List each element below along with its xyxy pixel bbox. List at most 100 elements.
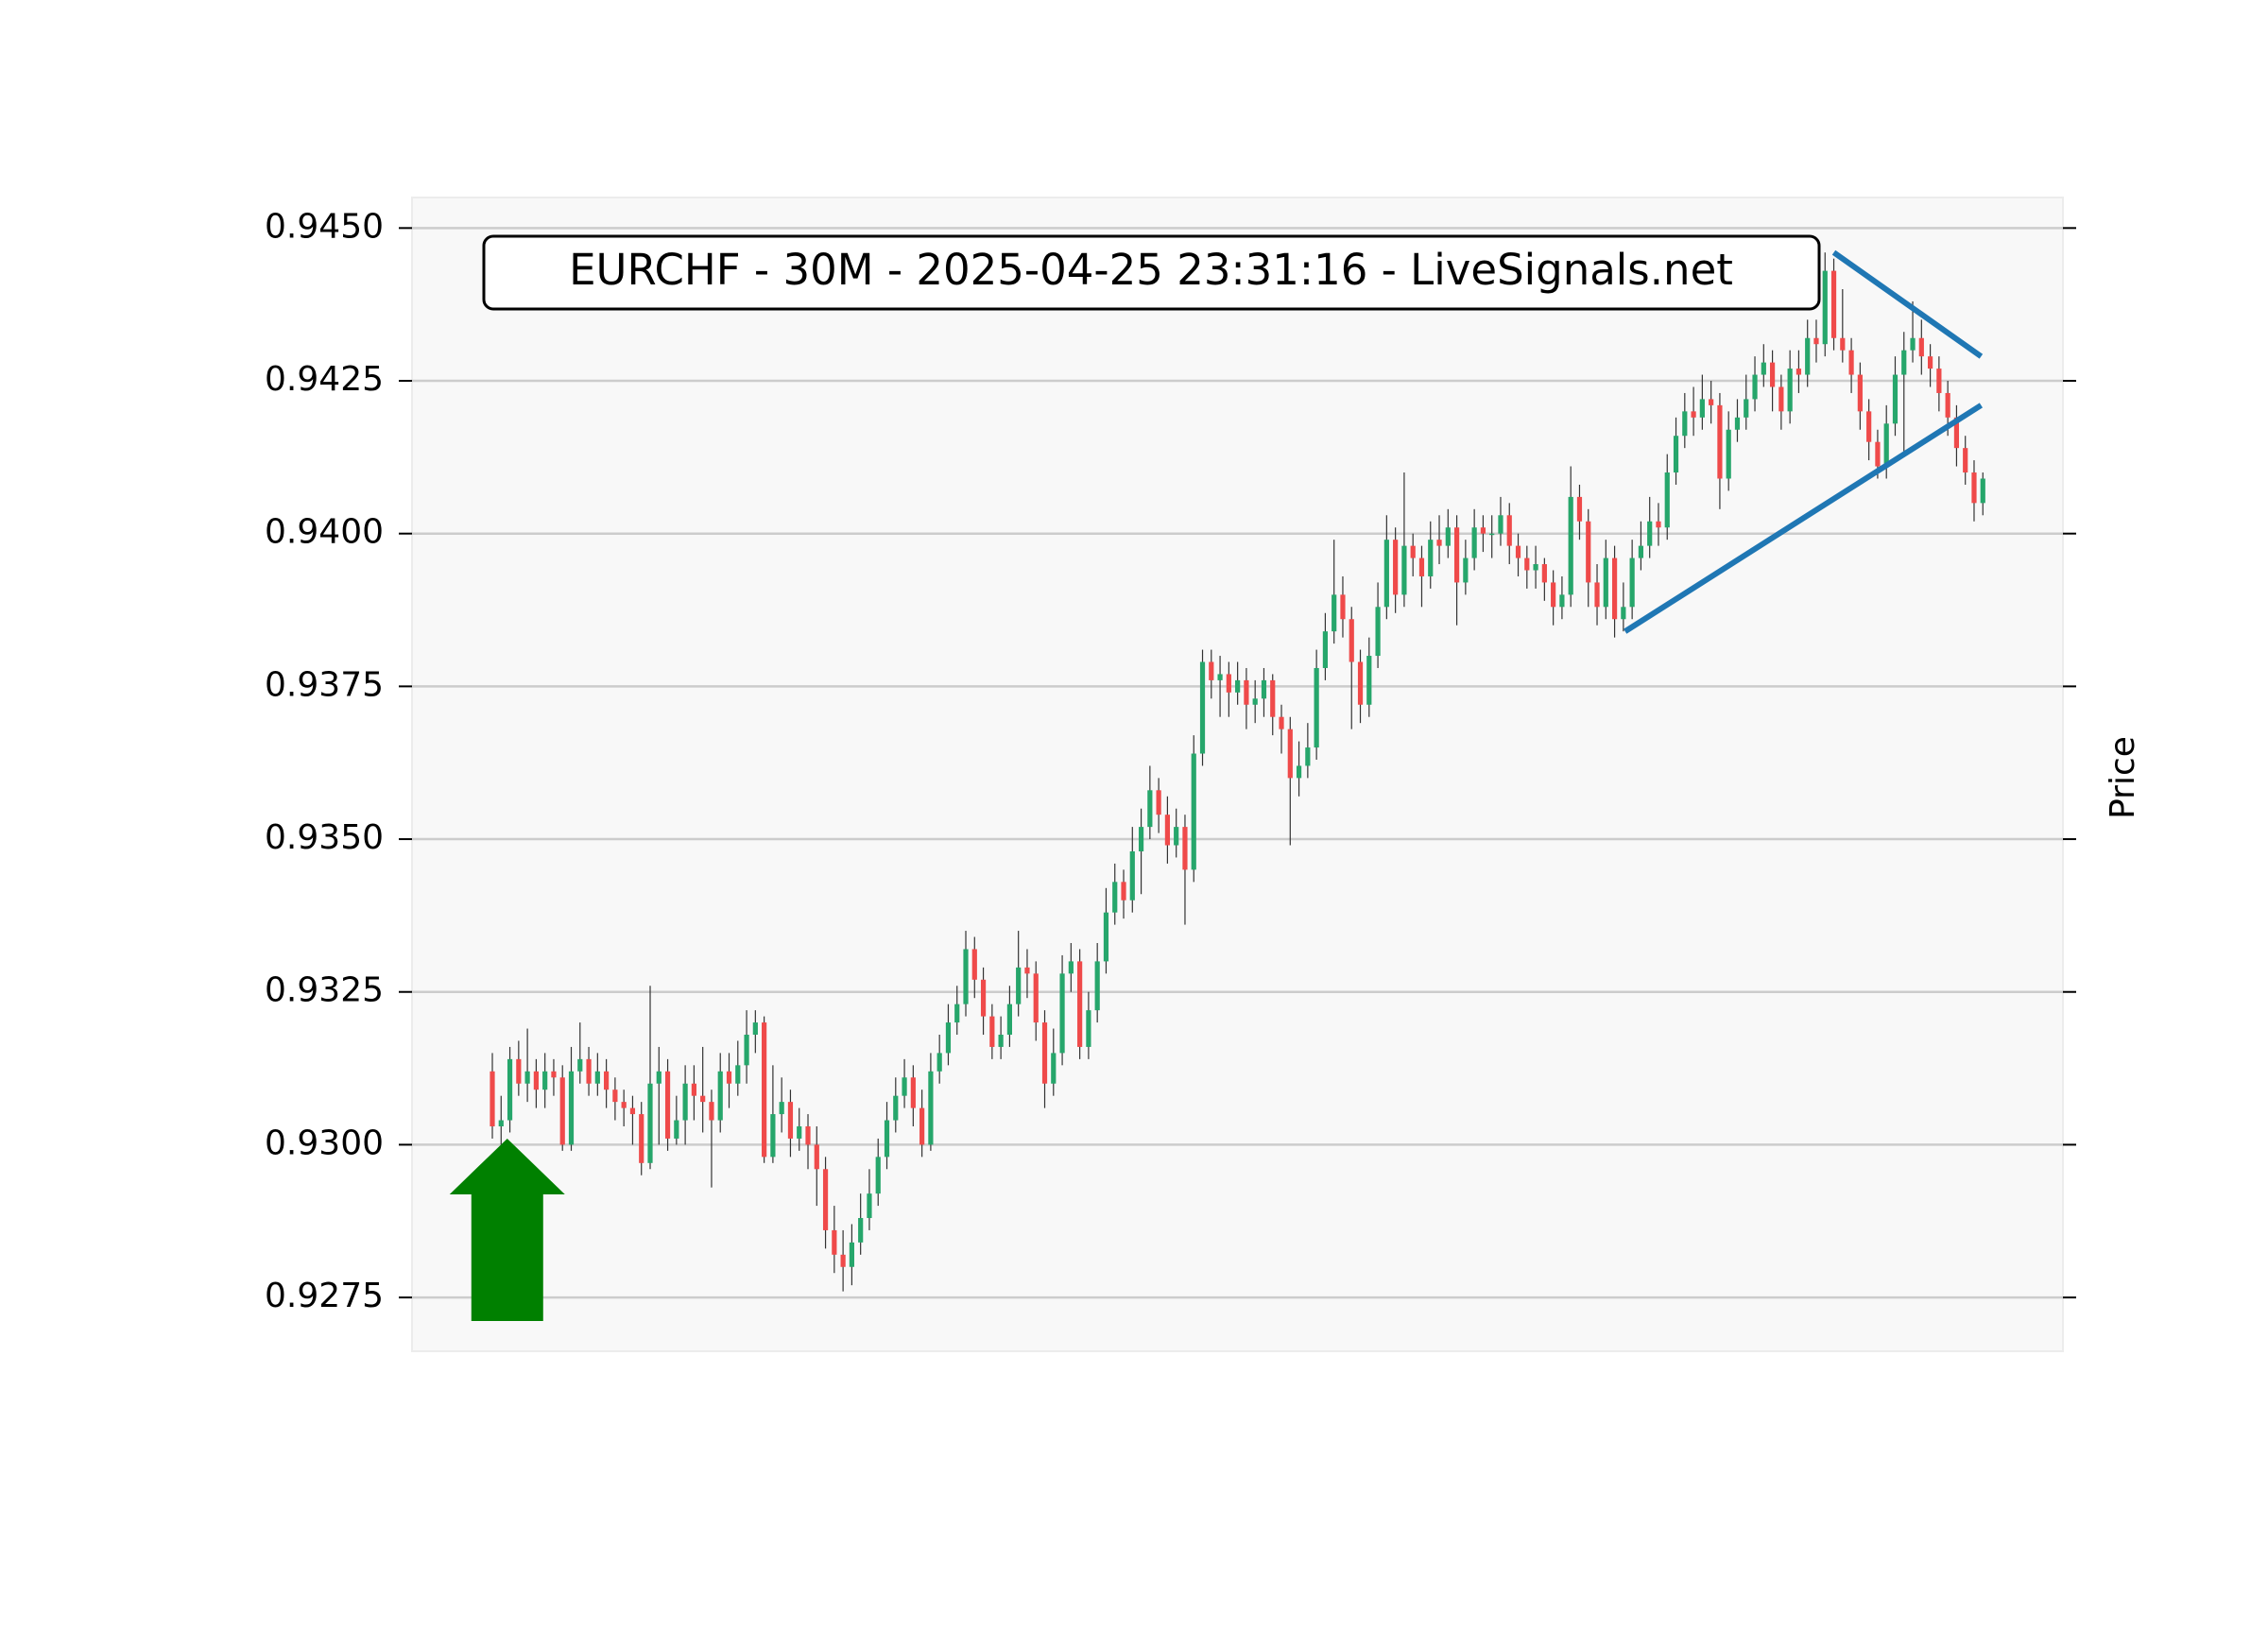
candle-body xyxy=(1830,270,1837,338)
y-tick-label: 0.9300 xyxy=(265,1124,384,1162)
candle-body xyxy=(1761,362,1766,375)
y-tick-label: 0.9275 xyxy=(265,1277,384,1315)
candle-body xyxy=(559,1077,565,1145)
candle-body xyxy=(1279,716,1284,729)
candle-body xyxy=(717,1071,723,1121)
candle-body xyxy=(1638,545,1644,558)
candle-body xyxy=(1147,790,1153,828)
candle-body xyxy=(1077,961,1083,1047)
candle-body xyxy=(1182,827,1188,870)
candle-body xyxy=(1121,882,1126,901)
candle-body xyxy=(656,1071,662,1084)
candle-body xyxy=(735,1065,741,1084)
candle-body xyxy=(516,1058,522,1084)
title-box xyxy=(482,234,1821,311)
candle-body xyxy=(586,1058,592,1084)
candle-body xyxy=(524,1071,530,1084)
candle-body xyxy=(1051,1053,1057,1084)
candle-body xyxy=(1199,661,1206,754)
candle-body xyxy=(682,1083,688,1121)
candle-body xyxy=(1129,850,1135,901)
candle-body xyxy=(1787,369,1793,412)
candle-body xyxy=(1270,679,1276,717)
candle-body xyxy=(928,1071,934,1145)
candle-body xyxy=(840,1254,846,1267)
candle-body xyxy=(1769,362,1776,387)
candle-body xyxy=(1551,582,1556,608)
candle-body xyxy=(980,979,987,1017)
y-tick-label: 0.9425 xyxy=(265,360,384,399)
candle-body xyxy=(1498,515,1503,534)
candle-body xyxy=(1418,558,1425,576)
candle-body xyxy=(1164,815,1171,846)
candle-body xyxy=(1971,472,1977,504)
candle-body xyxy=(700,1095,706,1103)
candle-body xyxy=(814,1144,819,1170)
candle-body xyxy=(1813,337,1819,345)
candle-body xyxy=(1252,698,1258,705)
candle-body xyxy=(1383,540,1389,608)
y-tick-label: 0.9400 xyxy=(265,513,384,552)
candle-body xyxy=(1340,594,1346,620)
candle-body xyxy=(1453,527,1460,583)
candle-body xyxy=(1174,827,1179,846)
candle-body xyxy=(1209,661,1214,680)
candles xyxy=(490,252,1985,1292)
candle-body xyxy=(893,1095,899,1121)
candle-body xyxy=(1611,558,1618,620)
y-tick-label: 0.9450 xyxy=(265,207,384,246)
candle-body xyxy=(1778,386,1784,412)
candle-body xyxy=(805,1126,811,1145)
candle-body xyxy=(568,1071,575,1145)
candle-body xyxy=(1103,912,1109,962)
candle-body xyxy=(1068,961,1074,974)
candle-body xyxy=(1515,545,1521,558)
candle-body xyxy=(1305,747,1311,766)
candle-body xyxy=(1594,582,1600,608)
candle-body xyxy=(884,1120,890,1158)
candle-body xyxy=(1428,540,1434,576)
candle-body xyxy=(1016,967,1022,1004)
candle-body xyxy=(1357,661,1364,705)
candle-body xyxy=(1112,882,1118,913)
candle-body xyxy=(1191,753,1196,870)
candle-body xyxy=(1963,448,1968,473)
candle-body xyxy=(744,1035,749,1066)
candle-body xyxy=(577,1058,583,1072)
candle-body xyxy=(1006,1004,1013,1036)
candle-body xyxy=(1541,564,1547,583)
candle-body xyxy=(867,1193,872,1219)
candle-body xyxy=(1629,558,1635,608)
candle-body xyxy=(612,1090,618,1103)
candle-body xyxy=(1366,656,1372,705)
candle-body xyxy=(1953,417,1960,449)
candle-body xyxy=(1033,973,1039,1023)
candle-body xyxy=(498,1120,504,1127)
candle-body xyxy=(1673,436,1679,473)
candle-body xyxy=(1945,392,1950,418)
candle-body xyxy=(1533,564,1538,571)
candle-body xyxy=(1726,429,1731,479)
candle-body xyxy=(1805,337,1811,375)
candle-body xyxy=(1217,674,1223,680)
candle-body xyxy=(1463,558,1469,583)
candle-body xyxy=(1699,399,1705,418)
candle-body xyxy=(726,1071,732,1084)
candle-body xyxy=(832,1229,837,1255)
candle-body xyxy=(902,1077,907,1096)
candle-body xyxy=(1656,521,1661,528)
candle-body xyxy=(1086,1010,1091,1047)
candle-body xyxy=(1156,790,1161,815)
candle-body xyxy=(507,1058,513,1121)
candle-body xyxy=(551,1071,557,1078)
candle-body xyxy=(1682,411,1688,437)
candle-body xyxy=(674,1120,679,1139)
candle-body xyxy=(1691,411,1696,418)
candle-body xyxy=(709,1102,714,1121)
candle-body xyxy=(1524,558,1530,571)
candle-body xyxy=(1840,337,1846,351)
candle-body xyxy=(1875,441,1881,467)
candle-body xyxy=(1664,472,1670,528)
